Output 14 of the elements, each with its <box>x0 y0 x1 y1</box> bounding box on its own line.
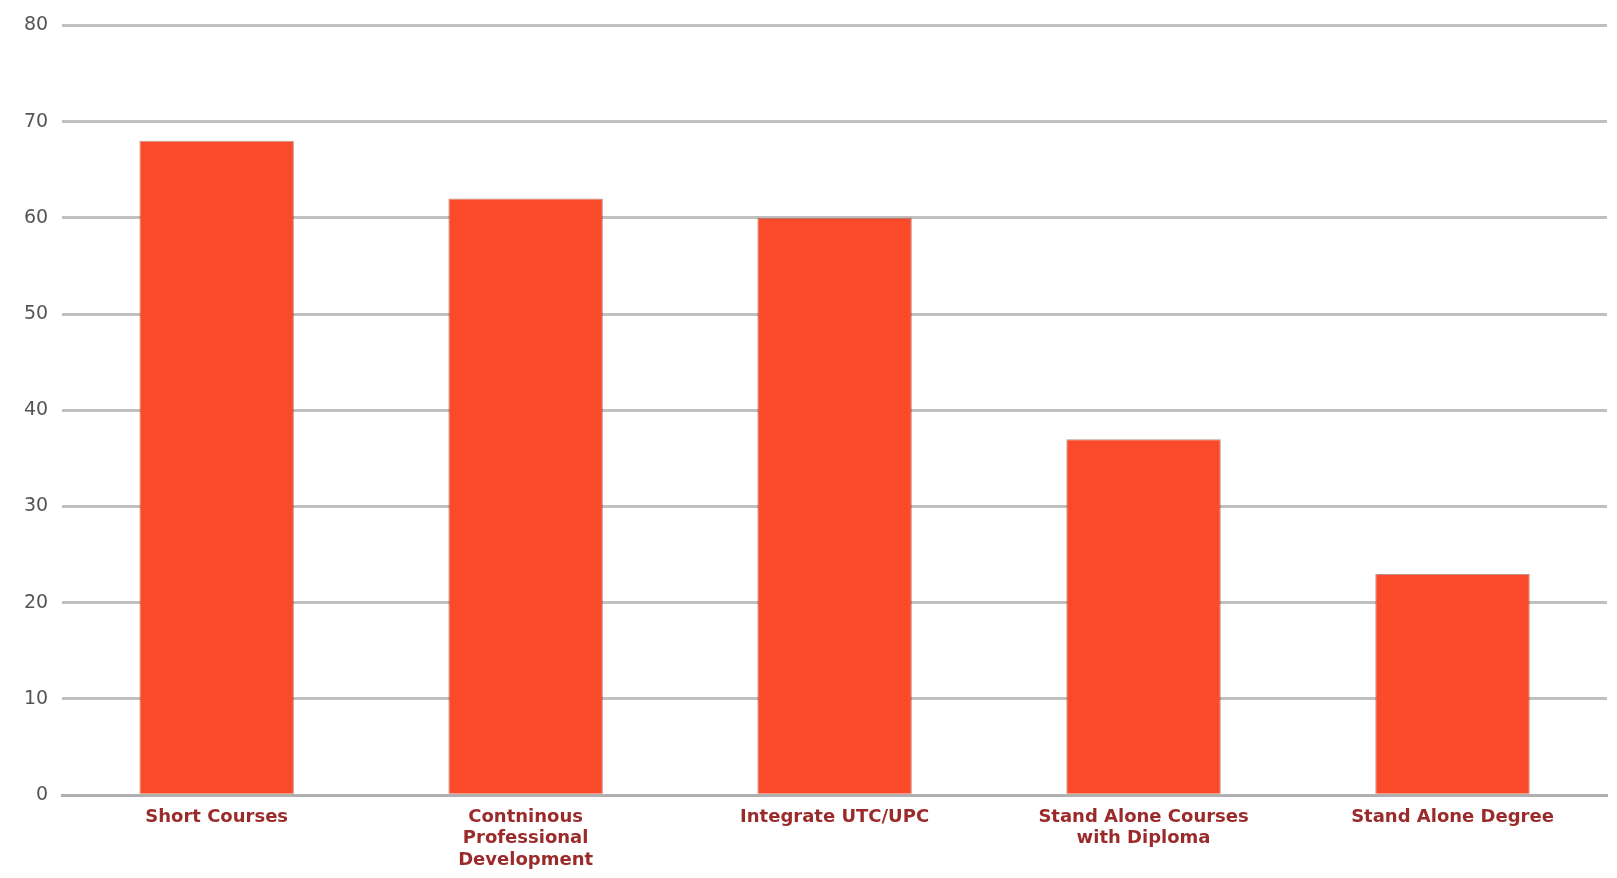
x-tick-label: Integrate UTC/UPC <box>740 804 930 826</box>
y-tick-label: 80 <box>23 12 49 35</box>
y-tick-label: 10 <box>23 685 49 708</box>
x-tick-label: Stand Alone Courses with Diploma <box>1038 804 1249 848</box>
y-tick-label: 20 <box>23 589 49 612</box>
y-tick-label: 30 <box>23 493 49 516</box>
x-tick-label: Contninous Professional Development <box>458 804 594 869</box>
x-tick-label: Short Courses <box>145 804 289 826</box>
y-tick-label: 40 <box>23 397 49 420</box>
y-tick-label: 0 <box>36 782 49 805</box>
y-tick-label: 60 <box>23 204 49 227</box>
y-tick-label: 70 <box>23 108 49 131</box>
x-tick-label: Stand Alone Degree <box>1351 804 1554 826</box>
y-tick-label: 50 <box>23 301 49 324</box>
